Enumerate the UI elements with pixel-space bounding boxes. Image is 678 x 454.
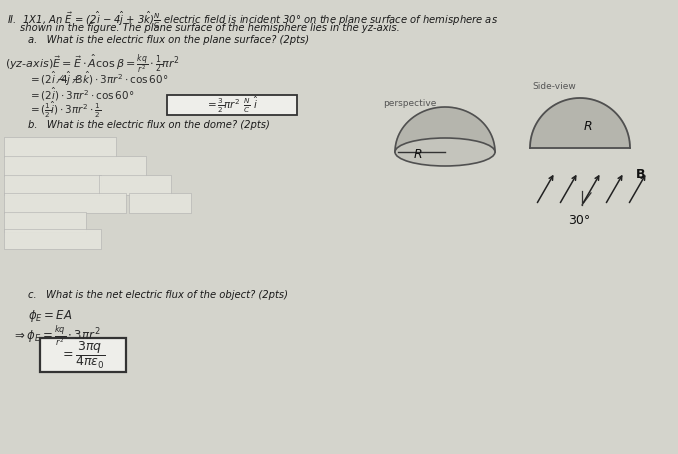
FancyBboxPatch shape — [4, 193, 126, 213]
Text: R: R — [584, 120, 593, 133]
Text: a.   What is the electric flux on the plane surface? (2pts): a. What is the electric flux on the plan… — [28, 35, 309, 45]
Text: b.   What is the electric flux on the dome? (2pts): b. What is the electric flux on the dome… — [28, 120, 270, 130]
Text: R: R — [414, 148, 422, 161]
FancyBboxPatch shape — [4, 137, 116, 157]
FancyBboxPatch shape — [40, 338, 126, 372]
Text: Side-view: Side-view — [532, 82, 576, 91]
Text: B: B — [636, 168, 645, 181]
FancyBboxPatch shape — [4, 175, 101, 195]
Text: perspective: perspective — [383, 99, 437, 108]
FancyBboxPatch shape — [99, 175, 171, 195]
Text: $= (2\hat{i})\cdot 3\pi r^2\cdot\cos 60°$: $= (2\hat{i})\cdot 3\pi r^2\cdot\cos 60°… — [28, 86, 134, 104]
Text: c.   What is the net electric flux of the object? (2pts): c. What is the net electric flux of the … — [28, 290, 288, 300]
Text: II.  1X1, An $\vec{E}$ = (2$\hat{i}$ $-$ 4$\hat{j}$ + 3$\hat{k}$)$\frac{N}{C}$ e: II. 1X1, An $\vec{E}$ = (2$\hat{i}$ $-$ … — [7, 10, 498, 30]
Text: shown in the figure. The plane surface of the hemisphere lies in the yz-axis.: shown in the figure. The plane surface o… — [20, 23, 400, 33]
Polygon shape — [395, 107, 495, 152]
FancyBboxPatch shape — [4, 212, 86, 232]
FancyBboxPatch shape — [129, 193, 191, 213]
Text: $= \frac{3}{2}\pi r^2\ \frac{N}{C}\ \hat{i}$: $= \frac{3}{2}\pi r^2\ \frac{N}{C}\ \hat… — [205, 95, 258, 115]
Text: $= \dfrac{3\pi q}{4\pi\varepsilon_0}$: $= \dfrac{3\pi q}{4\pi\varepsilon_0}$ — [60, 340, 106, 370]
Ellipse shape — [395, 138, 495, 166]
Text: $\Rightarrow \phi_E = \frac{kq}{r^2}\cdot 3\pi r^2$: $\Rightarrow \phi_E = \frac{kq}{r^2}\cdo… — [12, 323, 100, 348]
Text: 30°: 30° — [568, 214, 591, 227]
FancyBboxPatch shape — [167, 95, 297, 115]
FancyBboxPatch shape — [4, 229, 101, 249]
Polygon shape — [530, 98, 630, 148]
Text: $= (2\hat{i} - \!\!\not\!\!4\hat{j} + \!\!\not\!\!3\hat{k})\cdot 3\pi r^2\cdot\c: $= (2\hat{i} - \!\!\not\!\!4\hat{j} + \!… — [28, 70, 168, 88]
FancyBboxPatch shape — [4, 156, 146, 176]
Text: $= (\frac{1}{2}\hat{i})\cdot 3\pi r^2\cdot\frac{1}{2}$: $= (\frac{1}{2}\hat{i})\cdot 3\pi r^2\cd… — [28, 100, 102, 120]
Text: $(yz\text{-}axis)\vec{E}= \vec{E}\cdot\hat{A}\cos\beta = \frac{kq}{r^2}\cdot\fra: $(yz\text{-}axis)\vec{E}= \vec{E}\cdot\h… — [5, 52, 180, 76]
Text: $\phi_E = EA$: $\phi_E = EA$ — [28, 308, 73, 324]
